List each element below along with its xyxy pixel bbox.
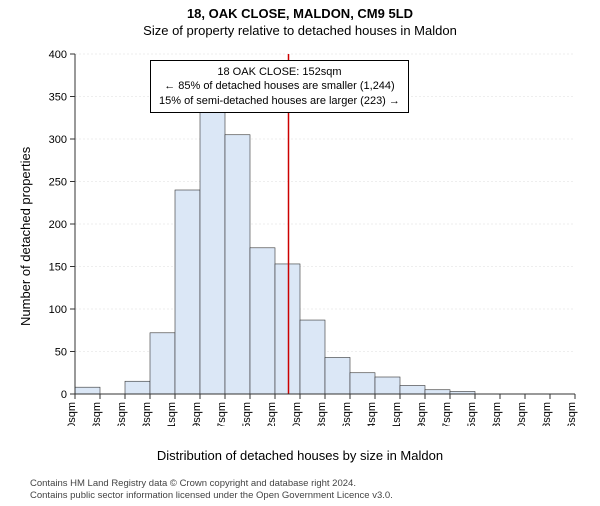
histogram-bar [275,264,300,394]
svg-text:400: 400 [49,49,67,61]
footer-line-2: Contains public sector information licen… [30,490,393,502]
histogram-bar [375,377,400,394]
svg-text:0sqm: 0sqm [66,402,78,426]
svg-text:200: 200 [49,219,67,231]
svg-text:142sqm: 142sqm [266,402,278,426]
svg-text:125sqm: 125sqm [241,402,253,426]
svg-text:18sqm: 18sqm [91,402,103,426]
info-box: 18 OAK CLOSE: 152sqm ← 85% of detached h… [150,60,409,113]
histogram-bar [75,387,100,394]
svg-text:303sqm: 303sqm [491,402,503,426]
svg-text:338sqm: 338sqm [541,402,553,426]
svg-text:214sqm: 214sqm [366,402,378,426]
svg-text:50: 50 [55,347,67,359]
svg-text:320sqm: 320sqm [516,402,528,426]
histogram-bar [425,390,450,394]
svg-text:285sqm: 285sqm [466,402,478,426]
info-line-1: 18 OAK CLOSE: 152sqm [159,65,400,79]
svg-text:356sqm: 356sqm [566,402,578,426]
histogram-bar [175,190,200,394]
histogram-bar [225,135,250,394]
svg-text:178sqm: 178sqm [316,402,328,426]
histogram-bar [150,333,175,394]
footer-line-1: Contains HM Land Registry data © Crown c… [30,478,393,490]
svg-text:196sqm: 196sqm [341,402,353,426]
histogram-bar [350,373,375,394]
info-line-2: ← 85% of detached houses are smaller (1,… [159,79,400,93]
svg-text:71sqm: 71sqm [166,402,178,426]
histogram-bar [200,112,225,394]
svg-text:36sqm: 36sqm [116,402,128,426]
svg-text:350: 350 [49,92,67,104]
info-line-3: 15% of semi-detached houses are larger (… [159,94,400,108]
svg-text:249sqm: 249sqm [416,402,428,426]
svg-text:0: 0 [61,389,67,401]
svg-text:300: 300 [49,134,67,146]
svg-text:100: 100 [49,304,67,316]
svg-text:107sqm: 107sqm [216,402,228,426]
histogram-bar [325,357,350,394]
histogram-bar [125,381,150,394]
svg-text:267sqm: 267sqm [441,402,453,426]
histogram-bar [250,248,275,394]
footer-attribution: Contains HM Land Registry data © Crown c… [30,478,393,502]
svg-text:89sqm: 89sqm [191,402,203,426]
svg-text:160sqm: 160sqm [291,402,303,426]
x-axis-label: Distribution of detached houses by size … [0,448,600,463]
svg-text:250: 250 [49,177,67,189]
svg-text:150: 150 [49,262,67,274]
svg-text:231sqm: 231sqm [391,402,403,426]
histogram-bar [400,386,425,395]
histogram-bar [300,320,325,394]
svg-text:53sqm: 53sqm [141,402,153,426]
